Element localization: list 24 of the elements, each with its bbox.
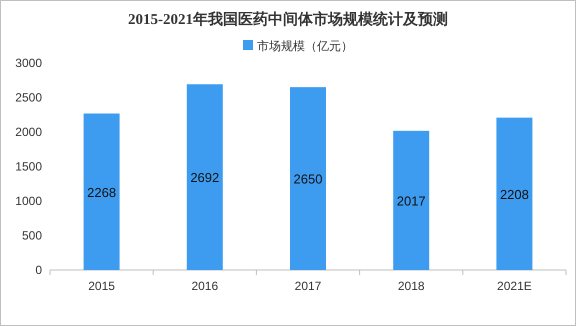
data-label: 2208 [500,186,529,202]
bar [393,130,430,270]
data-label: 2017 [396,193,426,208]
x-tick-label: 2016 [191,279,218,293]
y-tick-label: 1000 [15,194,42,208]
data-label: 2650 [294,172,322,187]
chart-title: 2015-2021年我国医药中间体市场规模统计及预测 [128,10,448,28]
x-tick-label: 2018 [398,279,425,293]
data-label: 2692 [190,170,220,186]
bar [186,84,223,270]
y-tick-label: 1500 [15,160,42,174]
bar [496,118,532,270]
legend-label: 市场规模（亿元） [257,39,353,53]
y-tick-label: 2500 [15,90,42,104]
x-tick-label: 2015 [88,279,116,293]
x-tick-label: 2017 [294,279,322,293]
y-tick-label: 0 [35,263,42,277]
bar [290,87,326,270]
y-tick-label: 500 [22,228,42,242]
x-tick-label: 2021E [497,279,532,293]
data-label: 2268 [87,184,116,200]
y-tick-label: 3000 [15,56,42,70]
y-tick-label: 2000 [15,125,42,139]
bar [84,114,120,270]
